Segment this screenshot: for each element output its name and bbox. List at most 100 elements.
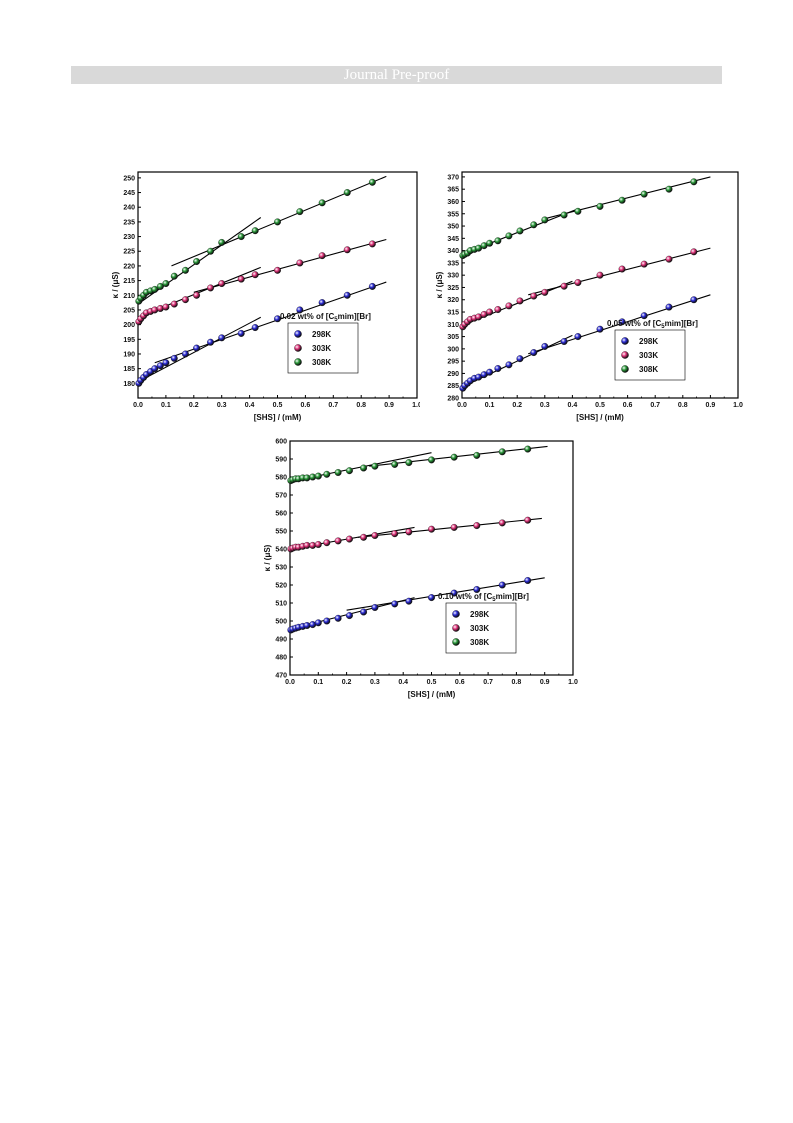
chart-a-xtick-label: 0.5 <box>273 402 283 409</box>
chart-a-legend-entry-303K: 303K <box>312 344 331 353</box>
chart-a-point-303K <box>218 280 226 287</box>
chart-b-point-308K <box>665 185 673 193</box>
chart-c-point-303K <box>314 541 322 548</box>
chart-a-ytick-label: 195 <box>123 337 135 344</box>
chart-a-point-308K <box>170 272 178 280</box>
chart-a-fit-line <box>193 238 387 293</box>
chart-a-ytick-label: 180 <box>123 381 135 388</box>
chart-c-point-298K <box>473 586 481 593</box>
chart-c-point-308K <box>405 459 413 467</box>
chart-a-legend-marker-303K <box>294 344 302 352</box>
chart-b-ytick-label: 290 <box>447 371 459 378</box>
chart-c-ytick-label: 500 <box>275 619 287 626</box>
chart-a-ytick-label: 235 <box>123 219 135 226</box>
chart-conductivity-002wt: 0.0 0.1 0.2 0.3 0.4 0.5 0.6 0.7 0.8 0.9 1.0 180 185 1… <box>111 171 420 422</box>
chart-c-point-308K <box>391 460 399 468</box>
chart-c-xtick-label: 0.0 <box>285 679 295 686</box>
chart-c-point-303K <box>524 516 532 524</box>
chart-c-point-303K <box>405 528 413 536</box>
chart-b-ytick-label: 325 <box>447 285 459 292</box>
chart-b-fit-line <box>544 176 711 220</box>
chart-b-legend-marker-298K <box>621 337 629 345</box>
chart-b-ytick-label: 360 <box>447 199 459 206</box>
chart-a-ytick-label: 185 <box>123 366 135 373</box>
chart-a-point-298K <box>296 306 304 314</box>
chart-a-point-303K <box>193 291 201 299</box>
chart-b-xtick-label: 0.5 <box>595 402 605 409</box>
chart-b-point-308K <box>560 211 568 219</box>
chart-c-point-303K <box>450 523 458 531</box>
chart-b-ytick-label: 330 <box>447 273 459 280</box>
chart-c-ytick-label: 570 <box>275 493 287 500</box>
chart-b-point-298K <box>516 355 524 363</box>
chart-a-ytick-label: 210 <box>123 293 135 300</box>
chart-a-point-298K <box>181 350 189 358</box>
chart-b-xtick-label: 0.8 <box>678 402 688 409</box>
chart-c-fit-line <box>369 445 548 467</box>
chart-b-point-308K <box>640 190 648 198</box>
chart-b-point-308K <box>516 227 524 235</box>
chart-c-point-303K <box>371 532 379 539</box>
chart-c-legend-entry-308K: 308K <box>470 638 489 647</box>
chart-c-point-298K <box>303 622 311 629</box>
chart-c-ytick-label: 520 <box>275 583 287 590</box>
chart-a-point-298K <box>156 362 164 370</box>
chart-c-point-298K <box>323 617 331 625</box>
chart-c-legend-marker-303K <box>452 624 460 632</box>
chart-a-ytick-label: 200 <box>123 322 135 329</box>
chart-a-point-308K <box>296 208 304 216</box>
chart-c-point-308K <box>323 470 331 478</box>
chart-b-legend-marker-303K <box>621 351 629 359</box>
chart-c-ytick-label: 470 <box>275 673 287 680</box>
chart-b-point-298K <box>665 303 673 311</box>
chart-c-xtick-label: 0.3 <box>370 679 380 686</box>
chart-c-ytick-label: 580 <box>275 475 287 482</box>
chart-a-point-308K <box>151 285 159 293</box>
chart-b-ytick-label: 320 <box>447 297 459 304</box>
chart-a-point-298K <box>207 338 214 346</box>
chart-c-xtick-label: 0.6 <box>455 679 465 686</box>
chart-a-point-298K <box>170 354 178 362</box>
chart-c-point-308K <box>314 472 322 480</box>
chart-b-ytick-label: 370 <box>447 174 459 181</box>
chart-c-point-303K <box>473 522 481 530</box>
chart-a-xtick-label: 0.8 <box>356 402 366 409</box>
chart-b-point-303K <box>640 260 648 268</box>
chart-c-point-308K <box>303 474 311 482</box>
chart-c-ytick-label: 540 <box>275 547 287 554</box>
chart-b-point-298K <box>640 312 648 320</box>
chart-b-xtick-label: 0.1 <box>485 402 495 409</box>
chart-b-point-308K <box>541 216 549 224</box>
chart-c-point-303K <box>498 519 506 527</box>
chart-a-point-308K <box>218 238 226 246</box>
chart-a-point-298K <box>162 359 170 367</box>
chart-a-point-303K <box>207 284 214 292</box>
chart-a-point-303K <box>162 303 170 311</box>
chart-a-point-298K <box>251 324 259 332</box>
chart-a-point-308K <box>274 218 281 226</box>
chart-b-point-298K <box>596 325 604 333</box>
chart-a-point-303K <box>318 252 326 260</box>
chart-c-point-308K <box>498 448 506 456</box>
chart-a-point-303K <box>181 296 189 304</box>
chart-c-point-308K <box>345 467 353 475</box>
chart-b-point-303K <box>480 311 488 318</box>
chart-c-xtick-label: 0.8 <box>512 679 522 686</box>
chart-a-ytick-label: 225 <box>123 249 135 256</box>
chart-c-ytick-label: 530 <box>275 565 287 572</box>
chart-c-point-298K <box>360 608 368 616</box>
chart-c-ytick-label: 480 <box>275 655 287 662</box>
chart-b-ytick-label: 300 <box>447 346 459 353</box>
chart-c-xtick-label: 0.9 <box>540 679 550 686</box>
chart-b-point-308K <box>530 221 538 229</box>
chart-a-point-308K <box>237 233 245 241</box>
chart-c-point-308K <box>450 453 458 461</box>
chart-b-ytick-label: 350 <box>447 224 459 231</box>
chart-c-point-308K <box>334 469 342 476</box>
chart-c-ytick-label: 590 <box>275 457 287 464</box>
chart-a-ytick-label: 240 <box>123 205 135 212</box>
chart-a-point-298K <box>343 291 351 299</box>
chart-b-point-303K <box>560 282 568 290</box>
chart-c-point-298K <box>450 589 458 597</box>
chart-b-point-308K <box>494 237 502 245</box>
